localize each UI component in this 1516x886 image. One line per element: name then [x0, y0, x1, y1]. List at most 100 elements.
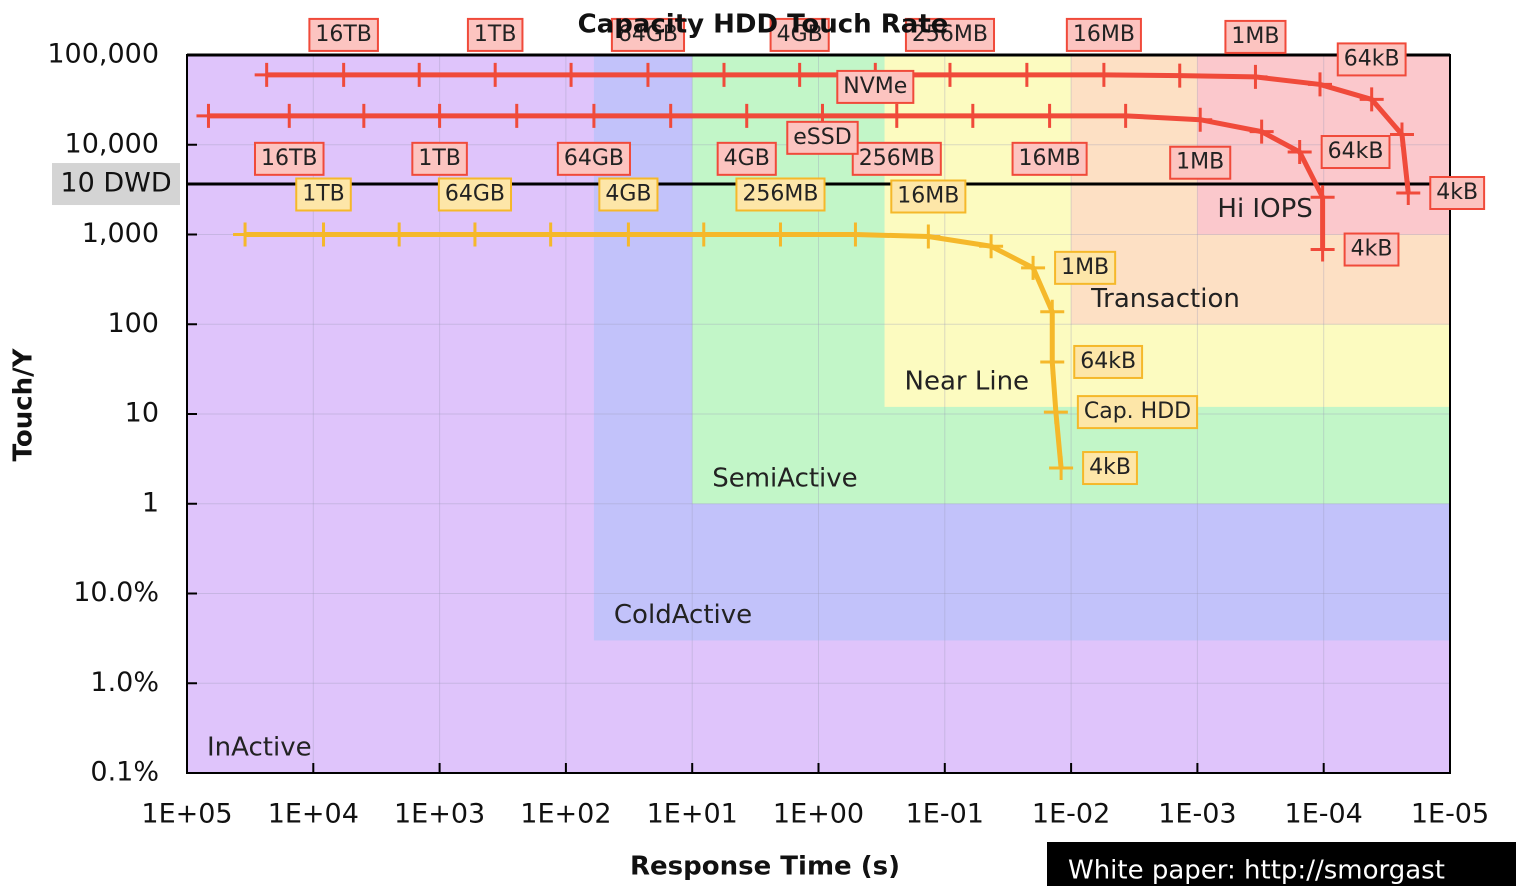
y-tick-label: 100: [107, 308, 159, 339]
point-marker: [1389, 122, 1414, 147]
series-label-box: [836, 69, 915, 104]
point-marker: [311, 222, 336, 247]
x-tick-label: 1E-03: [1158, 799, 1236, 830]
point-label-box: [735, 177, 826, 212]
footer-box: [1047, 842, 1516, 886]
point-marker: [1040, 299, 1065, 324]
point-label-box: [851, 141, 942, 176]
point-label: 16MB: [1073, 22, 1135, 47]
point-marker: [1287, 140, 1312, 165]
point-label-box: [437, 177, 513, 212]
point-marker: [1049, 456, 1074, 481]
region-label: InActive: [207, 733, 312, 763]
point-label-box: [1073, 344, 1144, 379]
point-marker: [462, 222, 487, 247]
y-tick-label: 1: [142, 487, 159, 518]
point-label: 256MB: [912, 22, 988, 47]
point-marker: [407, 62, 432, 87]
point-marker: [658, 103, 683, 128]
point-label-box: [556, 141, 631, 176]
point-label: 4GB: [605, 182, 651, 207]
point-marker: [331, 62, 356, 87]
point-marker: [277, 103, 302, 128]
series-line: [245, 232, 1064, 469]
point-label-box: [1065, 17, 1142, 52]
point-label-box: [308, 17, 379, 52]
point-marker: [196, 103, 221, 128]
point-label-box: [1011, 141, 1088, 176]
y-tick-label: 1,000: [82, 218, 159, 249]
point-marker: [427, 103, 452, 128]
series-label: NVMe: [843, 74, 907, 99]
point-marker: [1043, 400, 1068, 425]
x-tick-label: 1E-04: [1285, 799, 1363, 830]
point-label-box: [769, 17, 830, 52]
point-label-box: [890, 179, 967, 214]
x-tick-label: 1E+03: [394, 799, 485, 830]
point-label-box: [1169, 145, 1232, 180]
point-label: 256MB: [859, 146, 935, 171]
y-tick-label: 100,000: [47, 39, 159, 70]
point-label: 4kB: [1089, 455, 1131, 480]
point-marker: [916, 224, 941, 249]
point-marker: [960, 103, 985, 128]
point-label: 1TB: [302, 182, 345, 207]
series-label-box: [786, 120, 859, 155]
point-label-box: [1336, 42, 1407, 77]
point-label-box: [411, 141, 468, 176]
point-marker: [387, 222, 412, 247]
point-label: 1MB: [1176, 150, 1224, 175]
point-marker: [616, 222, 641, 247]
x-tick-label: 1E+04: [268, 799, 359, 830]
point-marker: [979, 234, 1004, 259]
x-tick-label: 1E-01: [906, 799, 984, 830]
point-label: 16MB: [1019, 146, 1081, 171]
point-label: 4kB: [1436, 180, 1478, 205]
point-marker: [504, 103, 529, 128]
point-marker: [1310, 237, 1335, 262]
point-marker: [1249, 119, 1274, 144]
y-tick-label: 10.0%: [73, 577, 159, 608]
y-tick-label: 0.1%: [90, 757, 159, 788]
point-marker: [843, 222, 868, 247]
point-label-box: [1343, 232, 1400, 267]
reference-label: 10 DWD: [60, 168, 171, 199]
point-marker: [712, 62, 737, 87]
point-label-box: [1054, 250, 1117, 285]
point-label: 64GB: [445, 182, 505, 207]
point-marker: [1091, 62, 1116, 87]
y-tick-label: 1.0%: [90, 667, 159, 698]
point-label-box: [1224, 19, 1287, 54]
point-label: 64kB: [1328, 139, 1384, 164]
point-label-box: [1320, 135, 1391, 170]
point-marker: [937, 62, 962, 87]
x-tick-label: 1E+00: [773, 799, 864, 830]
point-marker: [1167, 63, 1192, 88]
x-tick-label: 1E+01: [647, 799, 738, 830]
point-marker: [1188, 107, 1213, 132]
point-label: 4GB: [724, 146, 770, 171]
point-marker: [1243, 64, 1268, 89]
y-axis-title: Touch/Y: [9, 347, 39, 461]
reference-label-box: [52, 163, 180, 206]
footer: White paper: http://smorgast: [1068, 856, 1445, 886]
point-marker: [581, 103, 606, 128]
point-label: 4GB: [777, 22, 823, 47]
region-label: Transaction: [1090, 284, 1240, 314]
point-label-box: [1429, 175, 1486, 210]
series-line: [208, 113, 1326, 250]
point-marker: [1037, 103, 1062, 128]
point-label-box: [295, 177, 352, 212]
point-marker: [635, 62, 660, 87]
point-label-box: [610, 17, 686, 52]
chart-title: Capacity HDD Touch Rate: [578, 10, 949, 40]
point-marker: [483, 62, 508, 87]
point-marker: [1307, 72, 1332, 97]
point-label: 16TB: [315, 22, 372, 47]
region-label: Hi IOPS: [1217, 194, 1312, 224]
series-label: Cap. HDD: [1084, 399, 1191, 424]
point-label-box: [1082, 451, 1138, 486]
region-label: ColdActive: [614, 600, 752, 630]
point-label: 1TB: [418, 146, 461, 171]
point-marker: [559, 62, 584, 87]
